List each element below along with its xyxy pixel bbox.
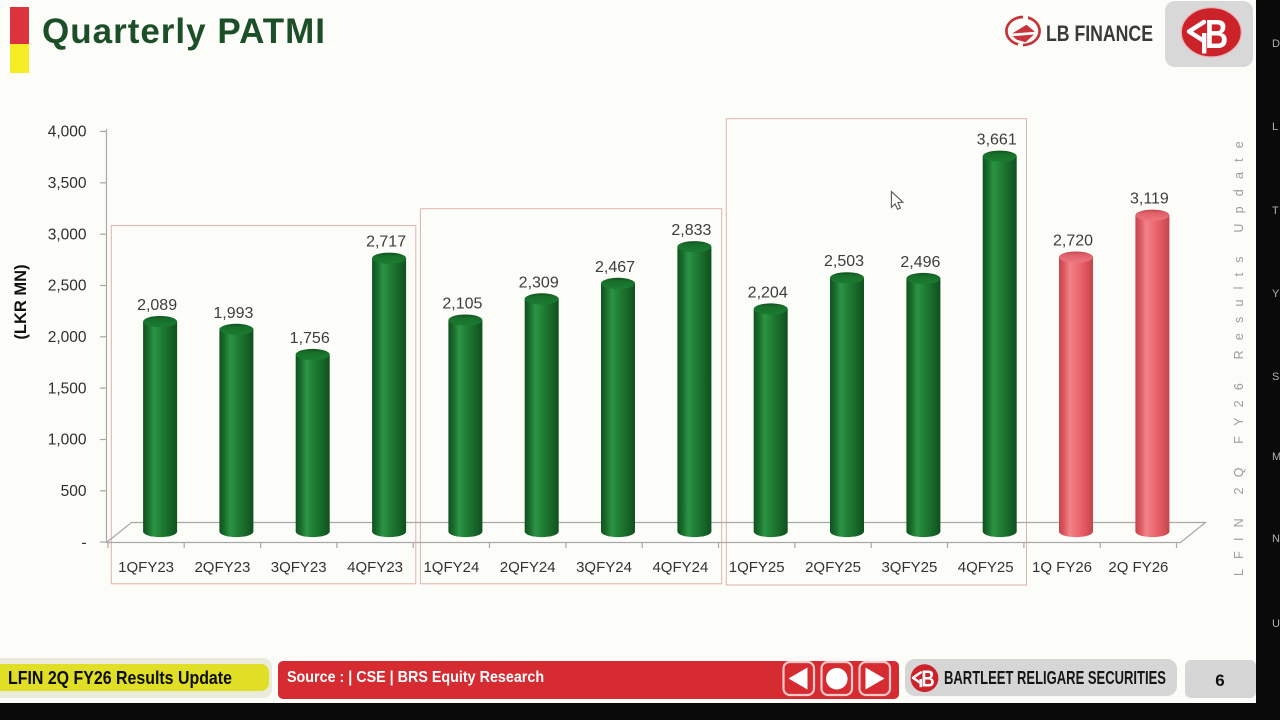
svg-text:3,661: 3,661 <box>977 132 1017 149</box>
svg-text:2Q FY26: 2Q FY26 <box>1108 559 1168 576</box>
svg-text:2,496: 2,496 <box>900 254 940 271</box>
svg-text:1,756: 1,756 <box>290 330 330 347</box>
svg-text:2,105: 2,105 <box>442 296 482 313</box>
svg-text:1,993: 1,993 <box>213 305 253 322</box>
svg-text:2,309: 2,309 <box>519 274 559 291</box>
svg-text:2,204: 2,204 <box>748 284 788 301</box>
svg-text:1QFY24: 1QFY24 <box>423 559 479 576</box>
svg-text:2,500: 2,500 <box>48 278 87 295</box>
svg-text:2,467: 2,467 <box>595 259 635 276</box>
svg-text:3,000: 3,000 <box>48 226 87 243</box>
svg-text:3,119: 3,119 <box>1130 191 1169 208</box>
svg-text:1,500: 1,500 <box>48 380 87 397</box>
svg-text:3QFY24: 3QFY24 <box>576 559 632 576</box>
svg-text:3,500: 3,500 <box>48 175 87 192</box>
svg-text:2,717: 2,717 <box>366 234 406 251</box>
svg-text:1,000: 1,000 <box>48 432 87 449</box>
svg-text:4QFY24: 4QFY24 <box>652 559 708 576</box>
svg-text:2,000: 2,000 <box>48 329 87 346</box>
svg-text:2,503: 2,503 <box>824 253 864 270</box>
svg-text:500: 500 <box>61 483 87 500</box>
svg-text:-: - <box>81 534 86 551</box>
svg-text:2QFY23: 2QFY23 <box>194 559 250 576</box>
svg-text:4QFY25: 4QFY25 <box>958 559 1014 576</box>
svg-text:B: B <box>921 666 934 692</box>
svg-text:1QFY23: 1QFY23 <box>118 559 174 576</box>
svg-text:4QFY23: 4QFY23 <box>347 559 403 576</box>
svg-text:1QFY25: 1QFY25 <box>729 559 785 576</box>
svg-text:4,000: 4,000 <box>48 124 87 141</box>
svg-text:B: B <box>1205 11 1228 57</box>
svg-text:2QFY24: 2QFY24 <box>500 559 556 576</box>
svg-text:3QFY25: 3QFY25 <box>881 559 937 576</box>
svg-text:2,833: 2,833 <box>671 222 711 239</box>
svg-text:2,720: 2,720 <box>1053 233 1093 250</box>
svg-text:2QFY25: 2QFY25 <box>805 559 861 576</box>
svg-text:3QFY23: 3QFY23 <box>271 559 327 576</box>
svg-text:2,089: 2,089 <box>137 297 177 314</box>
svg-text:1Q FY26: 1Q FY26 <box>1032 559 1092 576</box>
svg-text:(LKR MN): (LKR MN) <box>12 264 30 339</box>
